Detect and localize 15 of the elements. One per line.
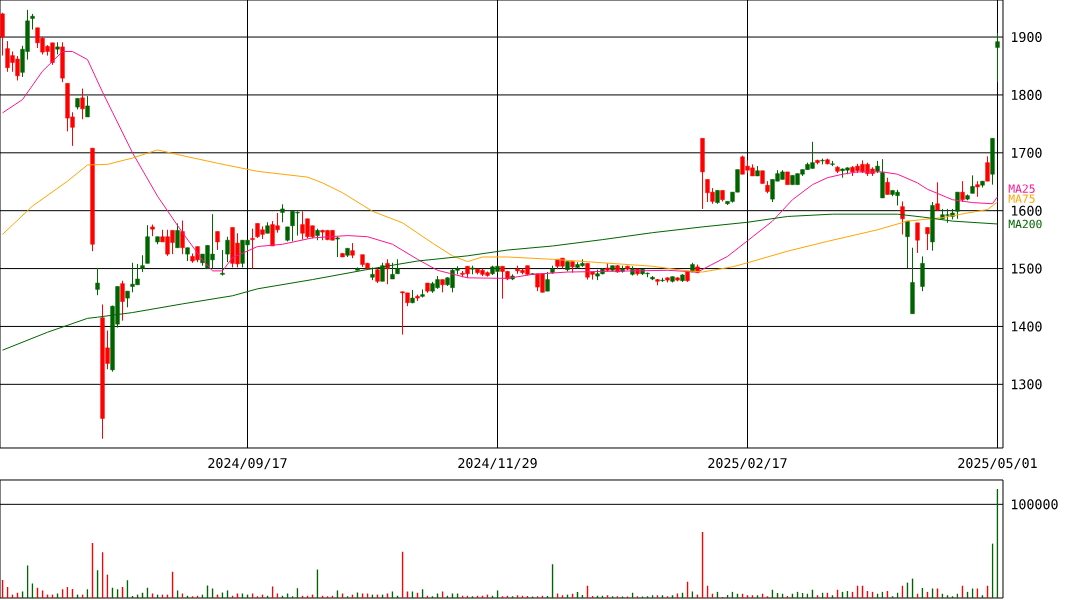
- y-tick-label: 1800: [1011, 89, 1042, 100]
- y-tick-label: 1700: [1011, 147, 1042, 158]
- y-tick-label: 1300: [1011, 379, 1042, 390]
- y-tick-label: 1400: [1011, 321, 1042, 332]
- series-label: MA25: [1008, 184, 1035, 193]
- y-tick-label: 1900: [1011, 31, 1042, 43]
- y-tick-label: 1500: [1011, 263, 1042, 274]
- series-label: MA200: [1008, 219, 1042, 229]
- x-tick-label: 2024/09/17: [208, 458, 287, 470]
- y-tick-label: 1600: [1011, 205, 1042, 216]
- y-tick-label: 100000: [1011, 499, 1058, 510]
- x-tick-label: 2025/05/01: [958, 458, 1037, 470]
- x-tick-label: 2024/11/29: [458, 458, 537, 470]
- series-label: MA75: [1008, 194, 1035, 203]
- x-tick-label: 2025/02/17: [708, 458, 787, 470]
